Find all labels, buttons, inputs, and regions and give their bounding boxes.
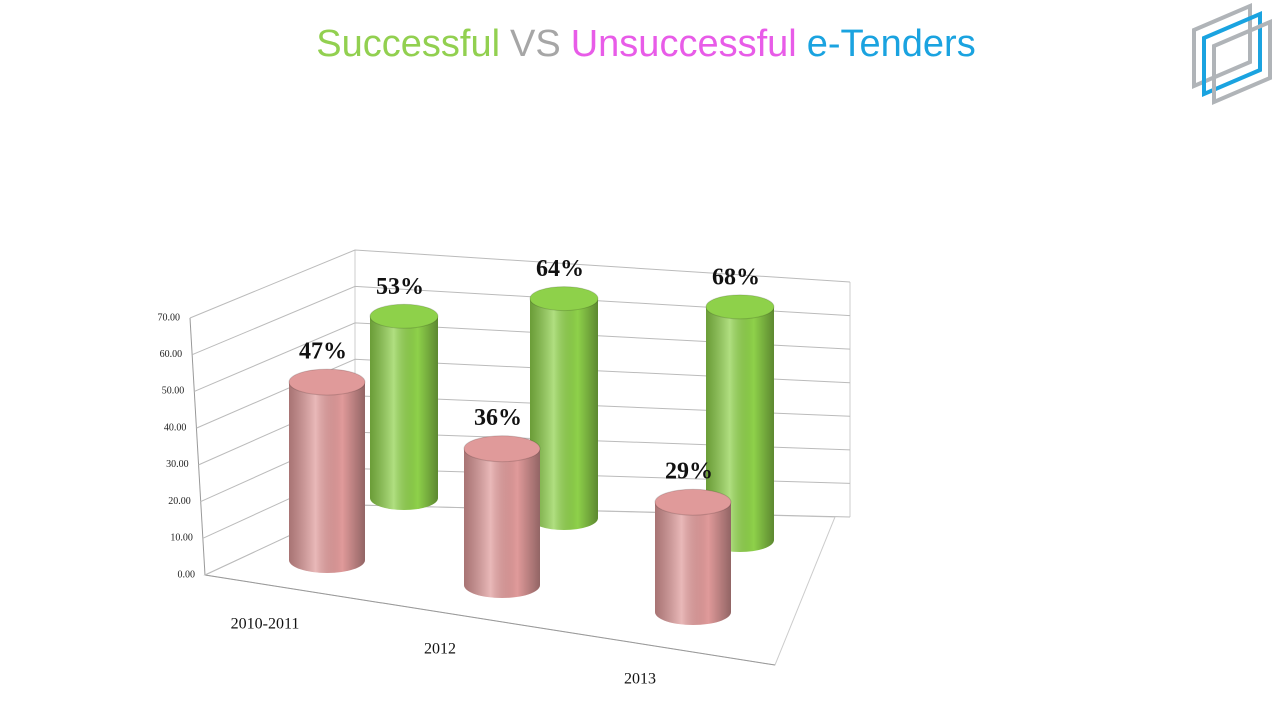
y-tick-label: 30.00 xyxy=(166,459,189,470)
y-tick-label: 50.00 xyxy=(162,386,185,397)
value-label: 64% xyxy=(536,256,584,282)
x-tick-label: 2012 xyxy=(424,641,456,658)
cylinder-top xyxy=(654,488,732,516)
x-tick-label: 2013 xyxy=(624,671,656,688)
value-label: 68% xyxy=(712,264,760,290)
cylinder-top xyxy=(463,435,541,463)
cylinder-shade xyxy=(370,316,438,510)
y-axis xyxy=(189,317,206,576)
logo xyxy=(1192,2,1272,106)
cylinder-shade xyxy=(289,382,365,573)
value-label: 47% xyxy=(299,339,347,365)
cylinder-shade xyxy=(530,298,598,530)
grid-line xyxy=(189,249,851,319)
y-tick-label: 60.00 xyxy=(160,349,183,360)
cylinder-shade xyxy=(464,448,540,598)
cylinder-shade xyxy=(655,502,731,625)
title-part: Successful xyxy=(316,23,500,65)
y-tick-label: 40.00 xyxy=(164,422,187,433)
x-tick-label: 2010-2011 xyxy=(231,616,300,633)
y-tick-label: 70.00 xyxy=(158,312,181,323)
cylinder-top xyxy=(369,303,439,329)
value-label: 36% xyxy=(474,405,522,431)
plot: 0.00 10.00 20.00 30.00 40.00 50.00 60.00 70.00 2… xyxy=(158,249,851,688)
y-tick-label: 10.00 xyxy=(170,533,193,544)
cylinder-shade xyxy=(706,306,774,552)
title-part: e-Tenders xyxy=(807,23,976,65)
cylinder-top xyxy=(529,286,599,312)
value-label: 29% xyxy=(665,459,713,485)
title-part: VS xyxy=(510,23,561,65)
grid-line xyxy=(194,322,851,392)
grid-line xyxy=(196,358,851,429)
x-axis xyxy=(204,574,776,666)
y-tick-label: 0.00 xyxy=(178,569,196,580)
slide-title: Successful VS Unsuccessful e-Tenders xyxy=(316,23,975,65)
cylinder-top xyxy=(288,368,366,396)
y-tick-label: 20.00 xyxy=(168,496,191,507)
grid-line xyxy=(191,285,851,356)
value-label: 53% xyxy=(376,274,424,300)
cylinder-top xyxy=(705,294,775,320)
title-part: Unsuccessful xyxy=(571,23,797,65)
